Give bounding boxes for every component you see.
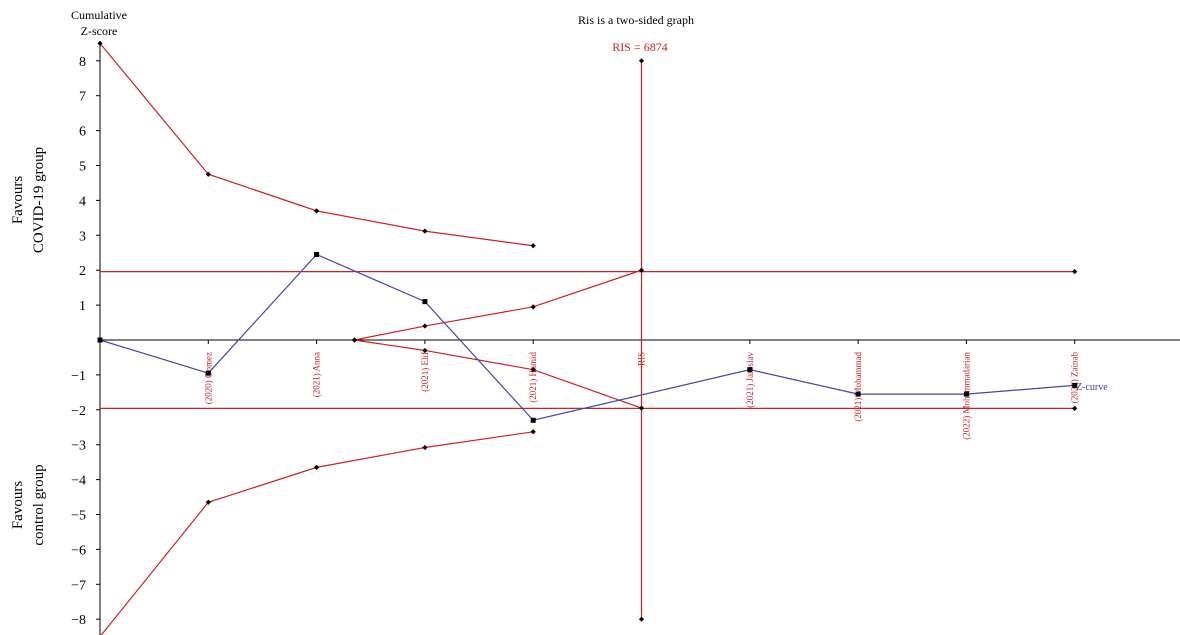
z-curve-point xyxy=(314,252,319,257)
upper-benefit-boundary xyxy=(100,43,533,245)
y-tick-label: −3 xyxy=(71,439,86,454)
z-curve-line xyxy=(100,254,1075,420)
y-tick-label: 7 xyxy=(79,90,86,105)
x-tick-label: (2021) Hamid xyxy=(528,352,538,403)
z-curve-point xyxy=(747,367,752,372)
lower-benefit-boundary-point xyxy=(314,465,319,470)
x-tick-label: (2021) Mohammad xyxy=(853,352,863,422)
y-tick-label: −8 xyxy=(71,613,86,628)
static-layer: Ris is a two-sided graph Cumulative Z-sc… xyxy=(10,8,1108,546)
y-tick-label: 2 xyxy=(79,264,86,279)
y-tick-label: −5 xyxy=(71,509,86,524)
upper-futility-boundary xyxy=(355,270,642,340)
upper-benefit-boundary-point xyxy=(314,208,319,213)
chart-title: Ris is a two-sided graph xyxy=(578,13,694,27)
ris-line-top-marker xyxy=(639,58,644,63)
y-tick-label: 3 xyxy=(79,229,86,244)
z-curve-point xyxy=(98,338,103,343)
upper-benefit-boundary-point xyxy=(531,243,536,248)
x-tick-label: (2022) Zainab xyxy=(1070,352,1080,404)
x-tick-label: (2020) Gomez xyxy=(203,352,213,404)
upper-futility-boundary-point xyxy=(422,323,427,328)
y-tick-label: −4 xyxy=(71,474,86,489)
x-tick-label: (2021) Anna xyxy=(312,352,322,397)
y-tick-label: 4 xyxy=(79,194,86,209)
y-tick-label: −6 xyxy=(71,543,86,558)
y-axis-label-line2: Z-score xyxy=(81,24,118,38)
conventional-boundary-end-marker xyxy=(1072,269,1077,274)
plot-layer: 8 7 6 5 4 3 2 1 −1 −2 −3 −4 −5 −6 −7 −8 (2020) Gomez (202… xyxy=(71,41,1180,635)
y-tick-label: 6 xyxy=(79,125,86,140)
y-tick-label: −2 xyxy=(71,404,86,419)
side-label-bottom-line2: control group xyxy=(31,464,47,545)
y-axis-label-line1: Cumulative xyxy=(71,8,127,22)
upper-futility-boundary-point xyxy=(531,304,536,309)
y-tick-label: 5 xyxy=(79,160,86,175)
x-tick-label: (2021) Jaroslav xyxy=(745,352,755,408)
z-curve-point xyxy=(1072,383,1077,388)
lower-benefit-boundary-point xyxy=(531,429,536,434)
y-tick-label: −1 xyxy=(71,369,86,384)
lower-futility-boundary-point xyxy=(352,337,357,342)
lower-futility-boundary-point xyxy=(639,405,644,410)
lower-futility-boundary xyxy=(355,340,642,408)
lower-benefit-boundary xyxy=(100,432,533,635)
lower-benefit-boundary-point xyxy=(422,445,427,450)
side-label-top-line2: COVID-19 group xyxy=(31,147,47,253)
side-label-bottom-line1: Favours xyxy=(10,481,26,529)
y-tick-label: −7 xyxy=(71,578,86,593)
z-curve-label: Z-curve xyxy=(1076,382,1108,393)
y-tick-label: 1 xyxy=(79,299,86,314)
x-tick-label: (2021) Elif xyxy=(420,352,430,392)
side-label-top-line1: Favours xyxy=(10,176,26,224)
z-curve-point xyxy=(422,299,427,304)
z-curve-point xyxy=(206,371,211,376)
ris-label: RIS = 6874 xyxy=(612,40,667,54)
z-curve-point xyxy=(856,392,861,397)
y-tick-label: 8 xyxy=(79,55,86,70)
z-curve-point xyxy=(531,418,536,423)
conventional-boundary-end-marker xyxy=(1072,406,1077,411)
ris-line-bottom-marker xyxy=(639,617,644,622)
z-curve-point xyxy=(964,392,969,397)
upper-benefit-boundary-point xyxy=(422,229,427,234)
